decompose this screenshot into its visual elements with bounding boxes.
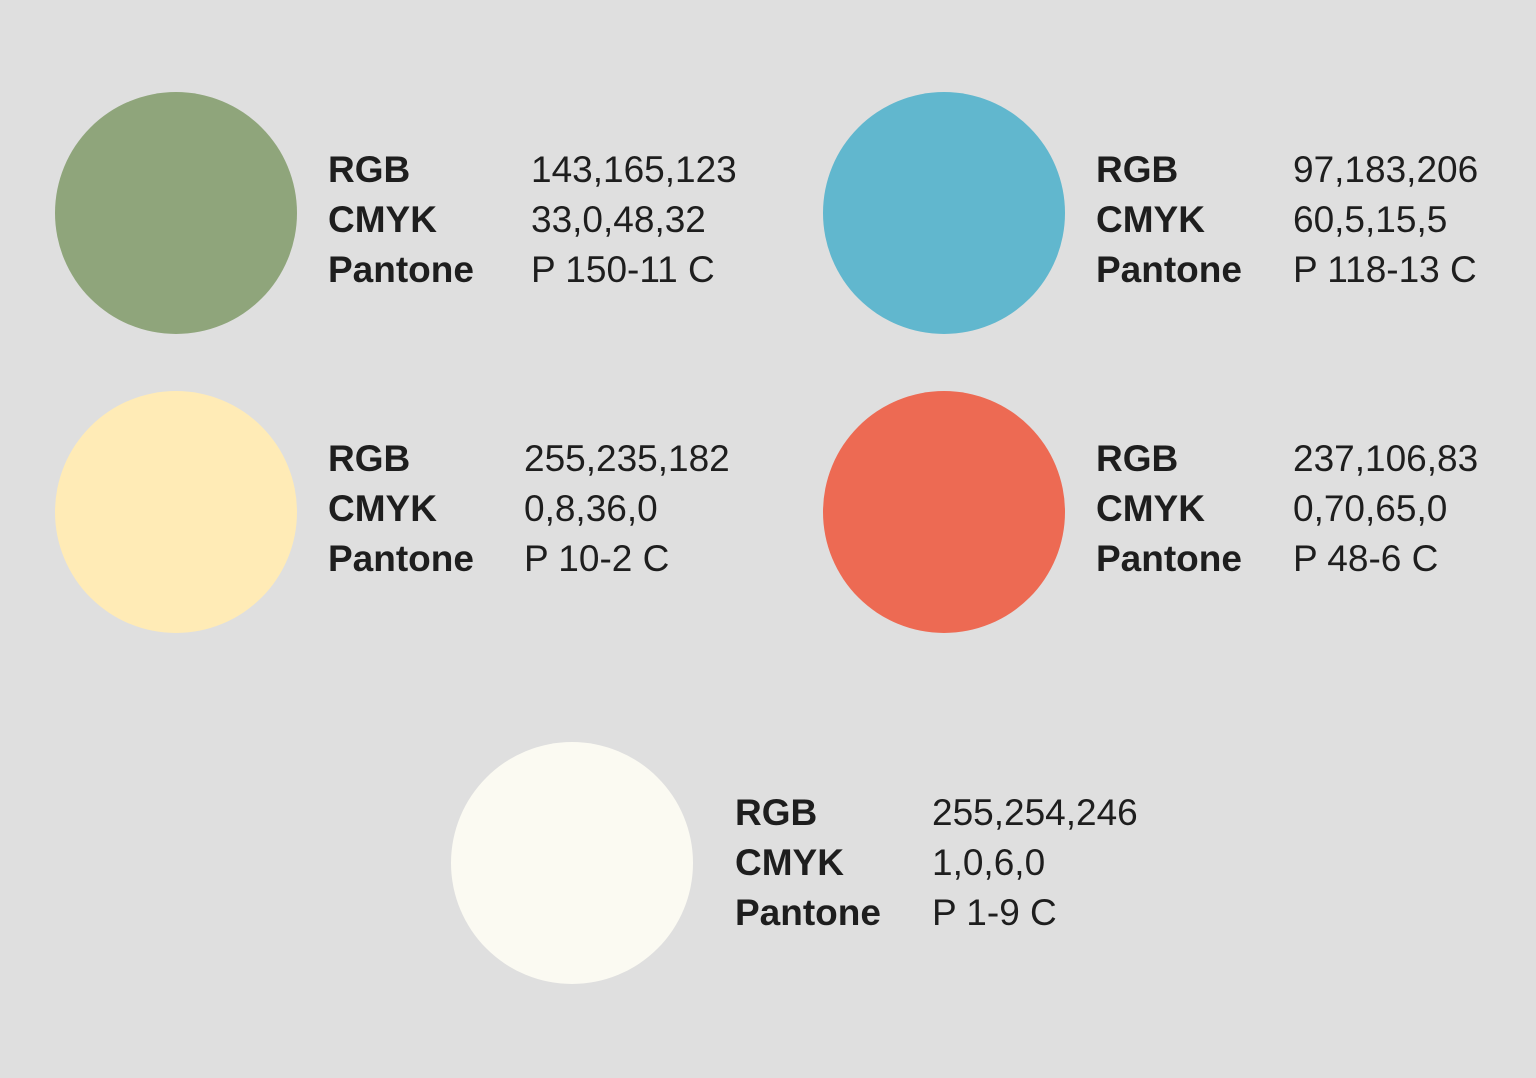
color-label: RGB: [1096, 149, 1178, 190]
color-value: P 48-6 C: [1293, 538, 1438, 579]
color-label: CMYK: [328, 488, 437, 529]
color-value: 97,183,206: [1293, 149, 1478, 190]
color-value: 143,165,123: [531, 149, 737, 190]
color-label: CMYK: [328, 199, 437, 240]
color-swatch: [55, 92, 297, 334]
color-value: 0,70,65,0: [1293, 488, 1447, 529]
color-label: RGB: [735, 792, 817, 833]
color-value: 237,106,83: [1293, 438, 1478, 479]
color-label: RGB: [1096, 438, 1178, 479]
color-value: P 150-11 C: [531, 249, 715, 290]
color-label: CMYK: [735, 842, 844, 883]
color-value: P 10-2 C: [524, 538, 669, 579]
color-value: 255,254,246: [932, 792, 1138, 833]
color-value: 33,0,48,32: [531, 199, 706, 240]
color-label: CMYK: [1096, 199, 1205, 240]
color-label: RGB: [328, 438, 410, 479]
color-value: P 118-13 C: [1293, 249, 1477, 290]
color-label: Pantone: [735, 892, 881, 933]
color-value: 255,235,182: [524, 438, 730, 479]
color-swatch: [55, 391, 297, 633]
color-label: Pantone: [1096, 249, 1242, 290]
color-value: 60,5,15,5: [1293, 199, 1447, 240]
color-swatch: [823, 391, 1065, 633]
color-value: 1,0,6,0: [932, 842, 1045, 883]
color-label: CMYK: [1096, 488, 1205, 529]
color-label: RGB: [328, 149, 410, 190]
color-swatch: [451, 742, 693, 984]
color-swatch: [823, 92, 1065, 334]
color-label: Pantone: [328, 249, 474, 290]
color-label: Pantone: [328, 538, 474, 579]
color-value: 0,8,36,0: [524, 488, 658, 529]
color-label: Pantone: [1096, 538, 1242, 579]
color-value: P 1-9 C: [932, 892, 1057, 933]
